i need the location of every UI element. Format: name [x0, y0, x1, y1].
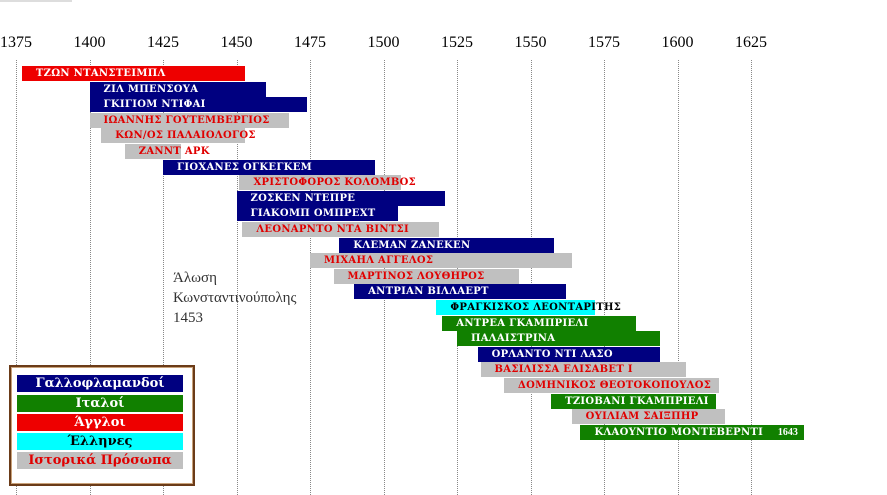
bar-label: ΛΕΟΝΑΡΝΤΟ ΝΤΑ ΒΙΝΤΣΙ	[256, 224, 409, 235]
bar-label: ΖΑΝΝΤ ΑΡΚ	[138, 146, 210, 157]
timeline-bar: ΜΙΧΑΗΛ ΑΓΓΕΛΟΣ	[310, 253, 572, 269]
legend: Γαλλοφλαμανδοί Ιταλοί Άγγλοι Έλληνες Ιστ…	[9, 365, 195, 486]
annotation-line: Άλωση	[173, 270, 217, 286]
timeline-bar: ΖΙΛ ΜΠΕΝΣΟΥΑ	[89, 81, 266, 97]
x-tick-label: 1400	[73, 34, 106, 51]
x-tick-label: 1600	[661, 34, 694, 51]
bar-label: ΚΛΑΟΥΝΤΙΟ ΜΟΝΤΕΒΕΡΝΤΙ	[594, 426, 764, 438]
gridline	[531, 60, 532, 495]
bar-label: ΤΖΩΝ ΝΤΑΝΣΤΕΙΜΠΛ	[35, 68, 166, 79]
bar-end-label: 1643	[777, 426, 798, 438]
timeline-bar: ΙΩΑΝΝΗΣ ΓΟΥΤΕΜΒΕΡΓΙΟΣ	[89, 112, 290, 128]
legend-item: Ιστορικά Πρόσωπα	[17, 452, 183, 469]
bar-label: ΓΙΑΚΟΜΠ ΟΜΠΡΕΧΤ	[250, 208, 376, 220]
bar-label: ΧΡΙΣΤΟΦΟΡΟΣ ΚΟΛΟΜΒΟΣ	[253, 177, 416, 189]
x-tick-label: 1475	[294, 34, 326, 51]
timeline-bar: ΖΑΝΝΤ ΑΡΚ	[124, 144, 209, 159]
bar-label: ΚΩΝ/ΟΣ ΠΑΛΑΙΟΛΟΓΟΣ	[115, 130, 256, 142]
annotation-fall-of-constantinople: Άλωση Κωνσταντινούπολης 1453	[173, 268, 296, 328]
legend-item: Έλληνες	[17, 433, 183, 450]
timeline-bar: ΖΟΣΚΕΝ ΝΤΕΠΡΕ	[236, 190, 446, 206]
gridline	[237, 60, 238, 495]
gridline	[678, 60, 679, 495]
timeline-bar: ΚΩΝ/ΟΣ ΠΑΛΑΙΟΛΟΓΟΣ	[101, 128, 255, 144]
bar-label: ΚΛΕΜΑΝ ΖΑΝΕΚΕΝ	[353, 239, 471, 251]
timeline-bar: ΠΑΛΑΙΣΤΡΙΝΑ	[457, 331, 660, 347]
bar-label: ΤΖΙΟΒΑΝΙ ΓΚΑΜΠΡΙΕΛΙ	[565, 395, 709, 407]
bar-label: ΖΙΛ ΜΠΕΝΣΟΥΑ	[103, 83, 199, 95]
x-tick-label: 1525	[441, 34, 473, 51]
timeline-bar: ΓΙΟΧΑΝΕΣ ΟΓΚΕΓΚΕΜ	[163, 159, 375, 175]
gridline	[310, 60, 311, 495]
timeline-bar: ΑΝΤΡΙΑΝ ΒΙΛΛΑΕΡΤ	[354, 284, 566, 300]
x-tick-label: 1500	[367, 34, 400, 51]
x-tick-label: 1575	[588, 34, 620, 51]
bar-label: ΖΟΣΚΕΝ ΝΤΕΠΡΕ	[250, 192, 356, 204]
timeline-bar: ΚΛΑΟΥΝΤΙΟ ΜΟΝΤΕΒΕΡΝΤΙ 1643	[580, 424, 804, 440]
bar-label: ΙΩΑΝΝΗΣ ΓΟΥΤΕΜΒΕΡΓΙΟΣ	[103, 114, 270, 126]
timeline-bar: ΓΚΙΓΙΟΜ ΝΤΙΦΑΙ	[89, 97, 308, 113]
legend-item: Άγγλοι	[17, 414, 183, 431]
legend-item: Ιταλοί	[17, 395, 183, 412]
bar-label: ΜΙΧΑΗΛ ΑΓΓΕΛΟΣ	[324, 255, 434, 267]
timeline-bar: ΒΑΣΙΛΙΣΣΑ ΕΛΙΣΑΒΕΤ Ι	[480, 362, 687, 378]
timeline-bar: ΦΡΑΓΚΙΣΚΟΣ ΛΕΟΝΤΑΡΙΤΗΣ	[436, 300, 621, 315]
top-border	[0, 0, 72, 2]
gridline	[90, 60, 91, 495]
x-tick-label: 1550	[514, 34, 547, 51]
timeline-bar: ΑΝΤΡΕΑ ΓΚΑΜΠΡΙΕΛΙ	[442, 315, 637, 331]
gridline	[16, 60, 17, 495]
timeline-bar: ΟΥΙΛΙΑΜ ΣΑΙΞΠΗΡ	[571, 409, 725, 425]
bar-label: ΓΚΙΓΙΟΜ ΝΤΙΦΑΙ	[103, 99, 206, 111]
timeline-bar: ΟΡΛΑΝΤΟ ΝΤΙ ΛΑΣΟ	[477, 346, 660, 362]
bar-label: ΟΥΙΛΙΑΜ ΣΑΙΞΠΗΡ	[585, 411, 699, 423]
bar-label: ΜΑΡΤΙΝΟΣ ΛΟΥΘΗΡΟΣ	[347, 270, 485, 282]
timeline-bar: ΚΛΕΜΑΝ ΖΑΝΕΚΕΝ	[339, 237, 554, 253]
legend-item: Γαλλοφλαμανδοί	[17, 375, 183, 392]
annotation-line: 1453	[173, 310, 203, 326]
timeline-bar: ΧΡΙΣΤΟΦΟΡΟΣ ΚΟΛΟΜΒΟΣ	[239, 175, 416, 191]
x-tick-label: 1450	[220, 34, 253, 51]
bar-label: ΑΝΤΡΙΑΝ ΒΙΛΛΑΕΡΤ	[368, 286, 489, 298]
bar-label: ΦΡΑΓΚΙΣΚΟΣ ΛΕΟΝΤΑΡΙΤΗΣ	[450, 302, 622, 313]
timeline-bar: ΜΑΡΤΙΝΟΣ ΛΟΥΘΗΡΟΣ	[333, 268, 519, 284]
timeline-bar: ΤΖΙΟΒΑΝΙ ΓΚΑΜΠΡΙΕΛΙ	[551, 393, 716, 409]
bar-label: ΠΑΛΑΙΣΤΡΙΝΑ	[471, 333, 556, 345]
timeline-bar: ΤΖΩΝ ΝΤΑΝΣΤΕΙΜΠΛ	[21, 66, 246, 81]
bar-label: ΔΟΜΗΝΙΚΟΣ ΘΕΟΤΟΚΟΠΟΥΛΟΣ	[518, 380, 712, 391]
gridline	[604, 60, 605, 495]
x-tick-label: 1375	[0, 34, 32, 51]
timeline-bar: ΓΙΑΚΟΜΠ ΟΜΠΡΕΧΤ	[236, 206, 399, 222]
gridline	[163, 60, 164, 495]
timeline-bar: ΛΕΟΝΑΡΝΤΟ ΝΤΑ ΒΙΝΤΣΙ	[242, 222, 440, 237]
x-tick-label: 1625	[735, 34, 767, 51]
gridline	[751, 60, 752, 495]
annotation-line: Κωνσταντινούπολης	[173, 290, 297, 306]
bar-label: ΓΙΟΧΑΝΕΣ ΟΓΚΕΓΚΕΜ	[177, 161, 313, 173]
x-tick-label: 1425	[147, 34, 179, 51]
bar-label: ΒΑΣΙΛΙΣΣΑ ΕΛΙΣΑΒΕΤ Ι	[494, 364, 633, 376]
bar-label: ΑΝΤΡΕΑ ΓΚΑΜΠΡΙΕΛΙ	[456, 317, 589, 329]
timeline-bar: ΔΟΜΗΝΙΚΟΣ ΘΕΟΤΟΚΟΠΟΥΛΟΣ	[504, 378, 719, 393]
bar-label: ΟΡΛΑΝΤΟ ΝΤΙ ΛΑΣΟ	[491, 348, 613, 360]
